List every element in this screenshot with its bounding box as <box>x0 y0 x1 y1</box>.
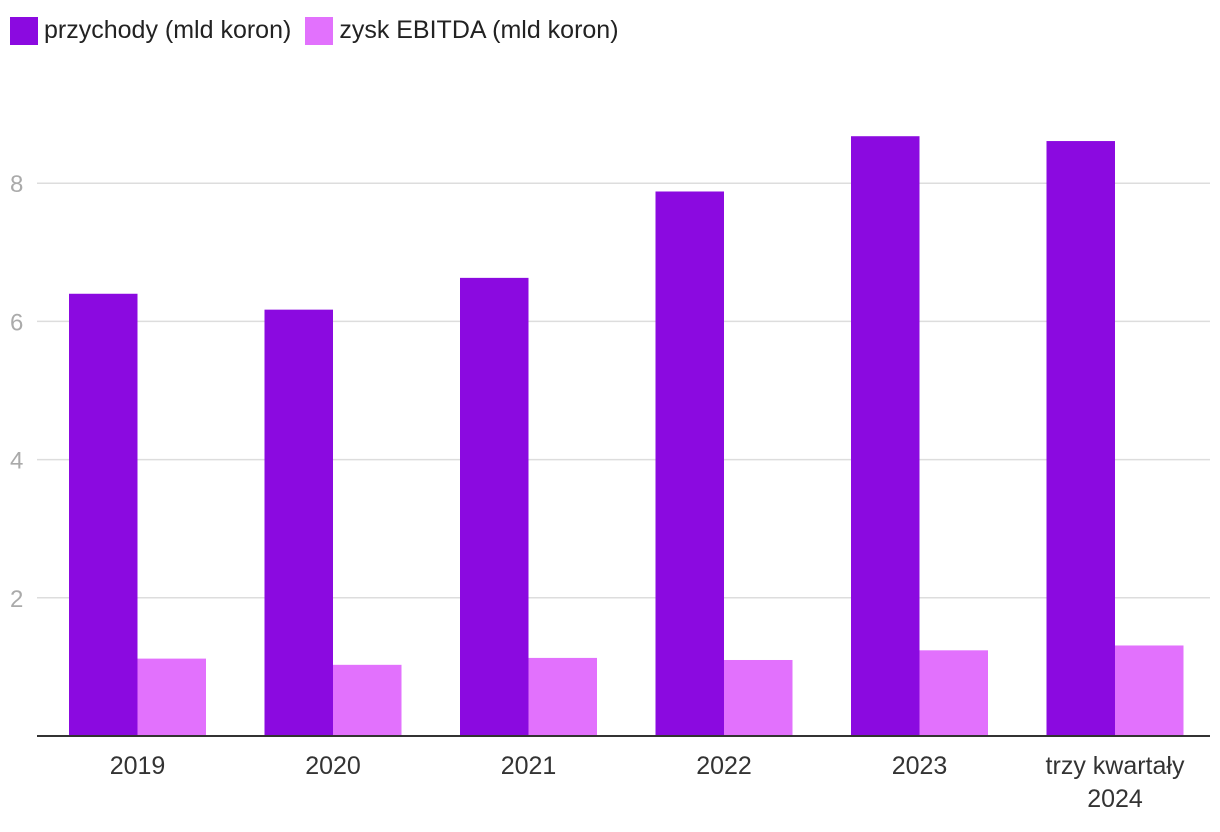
y-tick-label: 6 <box>10 309 23 336</box>
y-tick-label: 8 <box>10 171 23 198</box>
bar-przychody <box>460 277 529 736</box>
y-tick-label: 4 <box>10 448 23 475</box>
x-tick-label-line: 2022 <box>696 752 752 780</box>
x-tick-label: 2021 <box>501 752 557 780</box>
bar-przychody <box>264 309 333 736</box>
x-tick-label: 2023 <box>892 752 948 780</box>
chart-legend: przychody (mld koron) zysk EBITDA (mld k… <box>10 16 619 45</box>
bar-przychody <box>1046 141 1115 736</box>
x-tick-label: 2022 <box>696 752 752 780</box>
x-tick-label: 2020 <box>305 752 361 780</box>
bar-ebitda <box>137 658 206 736</box>
x-tick-label: 2019 <box>110 752 166 780</box>
bar-ebitda <box>333 664 402 736</box>
x-tick-label-line: 2021 <box>501 752 557 780</box>
bar-ebitda <box>1115 645 1184 736</box>
legend-swatch-ebitda <box>305 16 334 45</box>
bar-ebitda <box>528 657 597 736</box>
legend-item-przychody: przychody (mld koron) <box>10 16 291 45</box>
legend-swatch-przychody <box>10 16 38 45</box>
bar-przychody <box>851 136 920 736</box>
bar-przychody <box>655 191 724 736</box>
bar-ebitda <box>919 650 988 736</box>
x-tick-label-line: 2020 <box>305 752 361 780</box>
x-tick-label: trzy kwartały 2024 <box>1046 752 1185 813</box>
bar-przychody <box>69 293 138 736</box>
legend-label-przychody: przychody (mld koron) <box>44 16 292 44</box>
bar-ebitda <box>724 659 793 736</box>
x-tick-label-line: trzy kwartały <box>1046 752 1185 780</box>
legend-label-ebitda: zysk EBITDA (mld koron) <box>339 16 619 44</box>
legend-item-ebitda: zysk EBITDA (mld koron) <box>305 16 619 45</box>
x-tick-label-line: 2024 <box>1087 785 1143 813</box>
x-tick-label-line: 2019 <box>110 752 166 780</box>
x-tick-label-line: 2023 <box>892 752 948 780</box>
y-tick-label: 2 <box>10 586 23 613</box>
